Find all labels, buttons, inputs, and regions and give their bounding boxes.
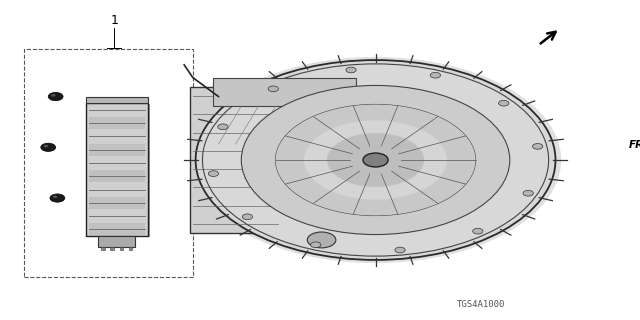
Circle shape [523, 190, 533, 196]
Bar [89, 170, 145, 182]
Circle shape [53, 196, 58, 198]
Bar [86, 97, 148, 103]
Bar [111, 247, 114, 250]
Circle shape [268, 86, 278, 92]
Bar [120, 247, 123, 250]
Bar [89, 197, 145, 209]
Circle shape [395, 247, 405, 253]
Circle shape [473, 228, 483, 234]
Circle shape [208, 171, 219, 176]
Circle shape [363, 153, 388, 167]
Circle shape [307, 232, 336, 248]
Bar [89, 117, 145, 129]
Bar [86, 103, 148, 236]
Text: FR.: FR. [629, 140, 640, 149]
Bar [190, 87, 282, 233]
Circle shape [241, 85, 510, 235]
Circle shape [190, 57, 561, 263]
Circle shape [304, 120, 447, 200]
Circle shape [499, 100, 509, 106]
Circle shape [51, 94, 56, 97]
Text: 1: 1 [110, 14, 118, 27]
Bar [99, 236, 135, 247]
Circle shape [276, 105, 476, 215]
Circle shape [48, 92, 63, 101]
Bar [129, 247, 132, 250]
Circle shape [532, 144, 543, 149]
Circle shape [276, 105, 476, 215]
Circle shape [327, 133, 424, 187]
Circle shape [44, 145, 48, 147]
Circle shape [346, 67, 356, 73]
Circle shape [430, 72, 440, 78]
Circle shape [41, 143, 56, 151]
Circle shape [218, 124, 228, 130]
Circle shape [310, 242, 321, 248]
Circle shape [304, 120, 447, 200]
Bar [89, 143, 145, 156]
Circle shape [327, 133, 424, 187]
Bar [101, 247, 104, 250]
Bar [24, 49, 193, 277]
Circle shape [350, 146, 401, 174]
Text: TGS4A1000: TGS4A1000 [457, 300, 506, 309]
Bar [88, 104, 150, 237]
Circle shape [196, 60, 556, 260]
Circle shape [243, 214, 253, 220]
Bar [212, 77, 356, 106]
Bar [89, 223, 145, 236]
Circle shape [50, 194, 65, 202]
